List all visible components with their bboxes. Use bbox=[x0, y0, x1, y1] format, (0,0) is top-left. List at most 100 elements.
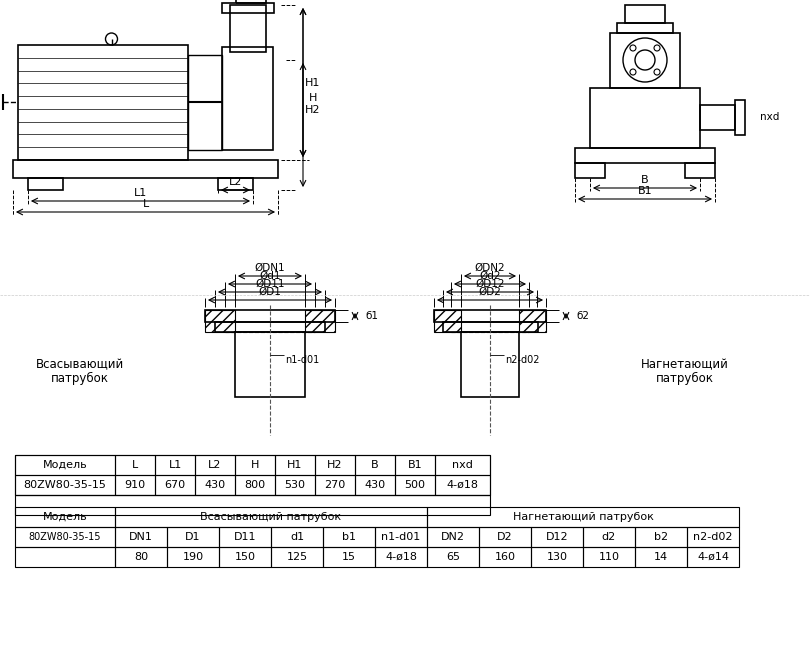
Text: H2: H2 bbox=[305, 105, 321, 115]
Bar bbox=[275, 455, 315, 495]
Text: n2-d02: n2-d02 bbox=[505, 355, 539, 365]
Text: 125: 125 bbox=[287, 552, 308, 562]
Bar bbox=[15, 507, 115, 527]
Bar bbox=[355, 455, 395, 495]
Bar bbox=[427, 547, 479, 567]
Bar bbox=[13, 160, 278, 178]
Bar bbox=[15, 547, 115, 567]
Text: 14: 14 bbox=[654, 552, 668, 562]
Text: ØD1: ØD1 bbox=[258, 287, 281, 297]
Bar bbox=[700, 105, 735, 130]
Text: L2: L2 bbox=[208, 460, 222, 470]
Text: L2: L2 bbox=[228, 177, 242, 187]
Bar bbox=[115, 527, 167, 547]
Text: B: B bbox=[371, 460, 379, 470]
Text: 80ZW80-35-15: 80ZW80-35-15 bbox=[23, 480, 106, 490]
Text: 4-ø18: 4-ø18 bbox=[385, 552, 417, 562]
Text: Ød2: Ød2 bbox=[480, 271, 501, 281]
Bar bbox=[205, 310, 335, 322]
Text: 80: 80 bbox=[134, 552, 148, 562]
Text: D11: D11 bbox=[234, 532, 256, 542]
Text: ØD11: ØD11 bbox=[255, 279, 285, 289]
Bar bbox=[271, 527, 323, 547]
Bar bbox=[235, 332, 305, 397]
Text: 4-ø14: 4-ø14 bbox=[697, 552, 729, 562]
Bar bbox=[443, 322, 538, 332]
Bar bbox=[583, 527, 635, 547]
Text: 150: 150 bbox=[235, 552, 255, 562]
Bar bbox=[435, 455, 490, 495]
Bar bbox=[583, 547, 635, 567]
Text: H1: H1 bbox=[305, 78, 321, 88]
Text: б2: б2 bbox=[576, 311, 589, 321]
Text: Нагнетающий: Нагнетающий bbox=[641, 358, 729, 371]
Bar bbox=[434, 310, 546, 322]
Text: L: L bbox=[132, 460, 139, 470]
Bar bbox=[479, 527, 531, 547]
Text: ØD2: ØD2 bbox=[479, 287, 501, 297]
Text: 190: 190 bbox=[182, 552, 203, 562]
Text: 800: 800 bbox=[245, 480, 266, 490]
Text: Ød1: Ød1 bbox=[259, 271, 281, 281]
Text: 910: 910 bbox=[125, 480, 146, 490]
Text: патрубок: патрубок bbox=[51, 371, 109, 385]
Bar bbox=[610, 33, 680, 88]
Text: 530: 530 bbox=[284, 480, 305, 490]
Bar bbox=[735, 100, 745, 135]
Text: 500: 500 bbox=[404, 480, 425, 490]
Text: 15: 15 bbox=[342, 552, 356, 562]
Text: 430: 430 bbox=[364, 480, 386, 490]
Text: b2: b2 bbox=[654, 532, 668, 542]
Bar bbox=[395, 455, 435, 495]
Text: Нагнетающий патрубок: Нагнетающий патрубок bbox=[513, 512, 654, 522]
Bar bbox=[219, 527, 271, 547]
Text: DN2: DN2 bbox=[441, 532, 465, 542]
Bar bbox=[323, 547, 375, 567]
Text: Всасывающий: Всасывающий bbox=[36, 358, 124, 371]
Bar bbox=[15, 527, 115, 547]
Bar bbox=[271, 547, 323, 567]
Bar bbox=[575, 163, 605, 178]
Bar bbox=[236, 0, 266, 3]
Bar bbox=[167, 547, 219, 567]
Bar bbox=[167, 527, 219, 547]
Bar bbox=[205, 310, 235, 332]
Bar bbox=[315, 455, 355, 495]
Text: DN1: DN1 bbox=[129, 532, 153, 542]
Bar bbox=[222, 47, 273, 150]
Text: D12: D12 bbox=[546, 532, 569, 542]
Text: D2: D2 bbox=[497, 532, 513, 542]
Text: D1: D1 bbox=[185, 532, 201, 542]
Text: H1: H1 bbox=[288, 460, 303, 470]
Bar bbox=[575, 148, 715, 163]
Bar bbox=[427, 527, 479, 547]
Text: Модель: Модель bbox=[43, 512, 87, 522]
Bar bbox=[221, 3, 274, 13]
Bar bbox=[115, 455, 155, 495]
Text: 670: 670 bbox=[164, 480, 185, 490]
Text: 430: 430 bbox=[204, 480, 225, 490]
Bar bbox=[375, 547, 427, 567]
Bar bbox=[531, 527, 583, 547]
Bar bbox=[635, 547, 687, 567]
Bar bbox=[479, 547, 531, 567]
Text: L1: L1 bbox=[168, 460, 181, 470]
Text: б1: б1 bbox=[365, 311, 378, 321]
Text: 270: 270 bbox=[324, 480, 346, 490]
Bar bbox=[461, 332, 519, 397]
Bar bbox=[687, 547, 739, 567]
Text: H2: H2 bbox=[327, 460, 343, 470]
Bar bbox=[617, 23, 673, 33]
Text: 4-ø18: 4-ø18 bbox=[446, 480, 479, 490]
Bar bbox=[15, 475, 490, 495]
Bar bbox=[625, 5, 665, 23]
Text: 130: 130 bbox=[547, 552, 568, 562]
Bar bbox=[687, 527, 739, 547]
Bar bbox=[427, 507, 739, 527]
Bar bbox=[531, 547, 583, 567]
Text: n1-d01: n1-d01 bbox=[382, 532, 420, 542]
Bar bbox=[219, 547, 271, 567]
Text: патрубок: патрубок bbox=[656, 371, 714, 385]
Text: nxd: nxd bbox=[452, 460, 473, 470]
Bar bbox=[229, 5, 266, 52]
